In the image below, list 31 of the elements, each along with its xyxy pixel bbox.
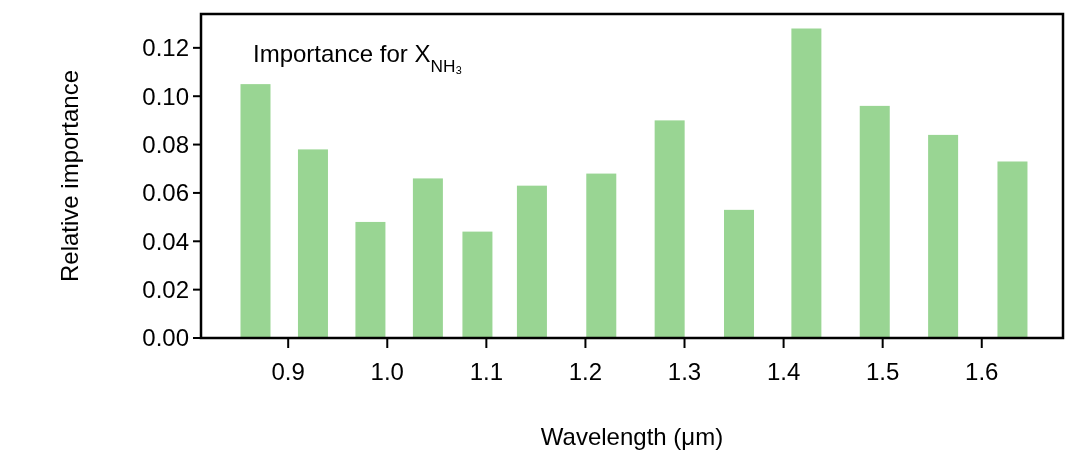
- annotation: Importance for X$_{NH₃}$: [253, 40, 463, 76]
- bar: [516, 185, 547, 338]
- y-tick-label: 0.06: [142, 179, 189, 207]
- y-tick-label: 0.10: [142, 82, 189, 110]
- bar: [859, 105, 890, 338]
- bar: [997, 161, 1028, 338]
- bar: [928, 134, 959, 338]
- bar: [240, 84, 271, 338]
- x-tick-label: 0.9: [271, 358, 305, 385]
- x-tick-label: 1.2: [568, 358, 603, 385]
- bar: [586, 173, 617, 338]
- bar: [462, 231, 493, 338]
- y-axis-title: Relative importance: [56, 69, 83, 283]
- x-tick-label: 1.4: [766, 358, 801, 385]
- x-tick-label: 1.1: [469, 358, 504, 385]
- x-tick-label: 1.5: [865, 358, 900, 385]
- bar: [355, 221, 386, 338]
- y-tick-label: 0.00: [142, 324, 189, 352]
- bar: [654, 120, 685, 338]
- bar: [791, 28, 822, 338]
- x-tick-label: 1.3: [667, 358, 702, 385]
- y-tick-label: 0.02: [142, 276, 189, 304]
- x-tick-label: 1.0: [370, 358, 404, 385]
- x-axis-title: Wavelength (μm): [540, 423, 724, 450]
- y-tick-label: 0.04: [142, 227, 189, 255]
- bar: [297, 149, 328, 338]
- y-tick-label: 0.12: [142, 34, 189, 62]
- y-tick-label: 0.08: [142, 130, 189, 158]
- bar: [412, 178, 443, 338]
- bar: [724, 209, 755, 338]
- x-tick-label: 1.6: [965, 358, 999, 385]
